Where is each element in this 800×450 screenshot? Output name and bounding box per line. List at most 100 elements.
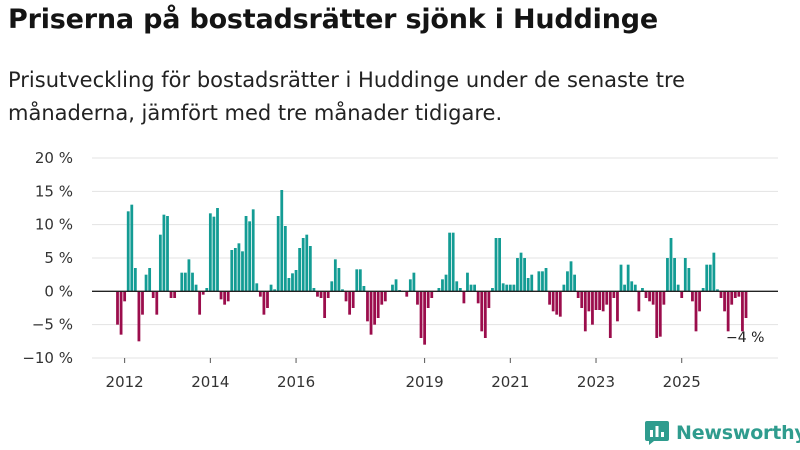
bar (376, 291, 380, 318)
bar (619, 264, 623, 292)
bar (591, 291, 594, 325)
bar (223, 291, 227, 305)
chart-title: Priserna på bostadsrätter sjönk i Huddin… (8, 4, 658, 35)
bar (705, 264, 709, 292)
bar (205, 288, 209, 292)
bar (630, 281, 634, 292)
bar (180, 272, 184, 292)
bar (701, 288, 705, 292)
bar (316, 291, 319, 297)
bar (337, 268, 341, 292)
bar (733, 291, 737, 298)
bar (394, 279, 398, 292)
bar (183, 272, 187, 292)
bar (198, 291, 202, 315)
bar (151, 291, 155, 298)
x-tick-label: 2021 (491, 373, 529, 391)
bar (566, 271, 569, 292)
bar (169, 291, 173, 298)
bar (241, 251, 244, 292)
bar (508, 284, 512, 292)
bar (391, 284, 394, 292)
bar (537, 271, 541, 292)
bar (255, 283, 259, 292)
bar (644, 291, 648, 298)
bar (141, 291, 144, 315)
bar (362, 286, 366, 292)
bar (558, 291, 562, 317)
bar (712, 252, 716, 292)
bar (273, 289, 277, 292)
bar (305, 234, 309, 292)
bar (148, 268, 152, 292)
bar (358, 269, 362, 292)
bar (444, 274, 448, 292)
bar (373, 291, 377, 325)
bar (405, 291, 409, 297)
bar (166, 216, 169, 292)
bar (583, 291, 587, 332)
bar (726, 291, 730, 332)
bar (348, 291, 352, 315)
bar (737, 291, 741, 297)
bar (219, 291, 223, 300)
bar (605, 291, 609, 305)
bar (187, 259, 191, 292)
bar (601, 291, 605, 312)
bar (351, 291, 355, 308)
bar (691, 291, 694, 302)
bar (133, 268, 137, 292)
bar (237, 243, 241, 292)
bar (216, 208, 219, 292)
bar (466, 272, 469, 292)
bar (541, 271, 544, 292)
bar (423, 291, 427, 345)
bar (419, 291, 423, 338)
bar (669, 238, 673, 292)
bar (476, 291, 480, 304)
bar (251, 209, 255, 292)
bar (616, 291, 619, 322)
x-tick-label: 2025 (663, 373, 701, 391)
bar (498, 238, 501, 292)
bar (287, 278, 291, 292)
bar (330, 281, 334, 292)
bar (319, 291, 323, 298)
bar (312, 288, 316, 292)
bar (505, 284, 509, 292)
bar (519, 252, 523, 292)
bar (483, 291, 487, 338)
bar (580, 291, 584, 308)
bar (226, 291, 230, 302)
bar (683, 258, 687, 292)
bar (262, 291, 266, 315)
bar (648, 291, 651, 302)
bar (651, 291, 655, 305)
bar (708, 264, 712, 292)
x-tick-label: 2016 (277, 373, 315, 391)
bar (658, 291, 662, 337)
bar (355, 269, 359, 292)
bar (244, 216, 248, 292)
bar (716, 289, 719, 292)
bar (430, 291, 434, 298)
bar (469, 284, 473, 292)
bar (201, 291, 205, 295)
bar (341, 289, 344, 292)
bar (458, 288, 462, 292)
bar (130, 204, 134, 292)
bar (258, 291, 262, 297)
bar (212, 216, 216, 292)
bar (383, 291, 387, 302)
y-tick-label: −10 % (22, 349, 73, 367)
bar (308, 246, 312, 292)
bar (208, 213, 212, 292)
bar (344, 291, 348, 302)
bar (666, 258, 669, 292)
bar (408, 279, 412, 292)
bar (269, 284, 273, 292)
bar (544, 268, 548, 292)
bar (426, 291, 430, 308)
bar (230, 250, 234, 292)
